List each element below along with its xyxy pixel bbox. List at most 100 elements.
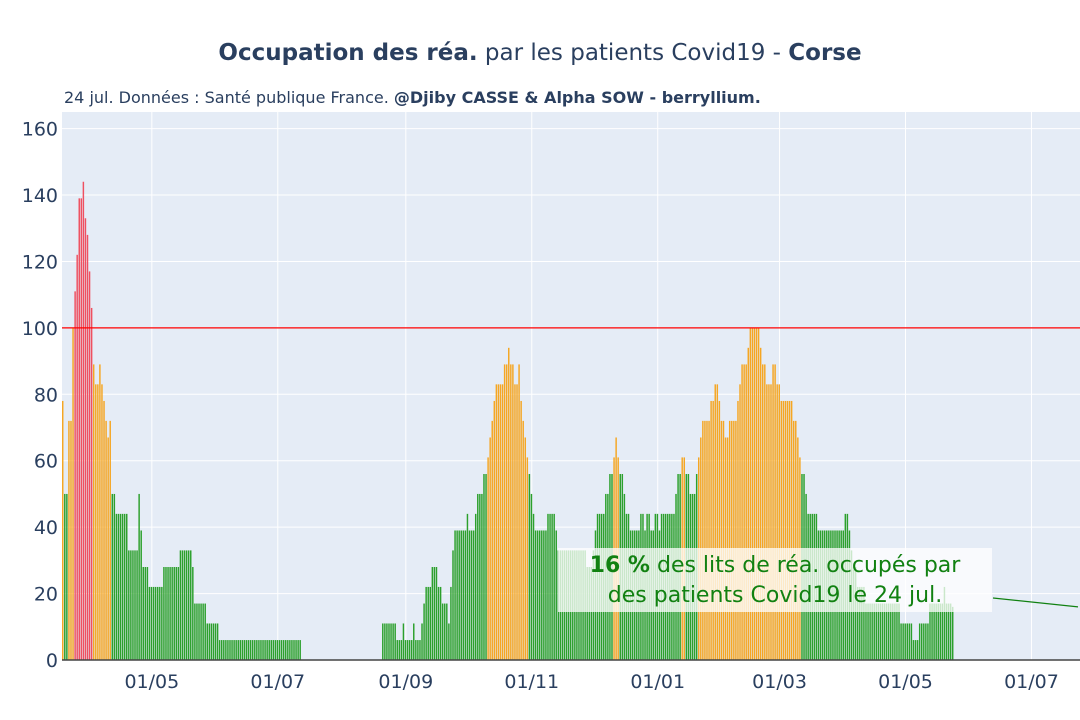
x-tick-label: 01/07: [250, 671, 305, 693]
bar: [951, 606, 954, 660]
bar: [733, 420, 735, 660]
bar: [501, 384, 504, 660]
bar: [266, 640, 268, 660]
bar: [437, 586, 440, 660]
bar: [276, 640, 279, 660]
bar: [483, 474, 485, 660]
bar: [450, 586, 452, 660]
bar: [221, 640, 223, 660]
bar: [111, 493, 114, 660]
bar: [786, 400, 789, 660]
bar: [204, 603, 206, 660]
x-tick-label: 01/11: [504, 671, 559, 693]
bar: [896, 603, 898, 660]
bar: [206, 623, 208, 660]
annotation-line2: des patients Covid19 le 24 jul.: [607, 583, 943, 608]
bar: [532, 513, 535, 660]
bar: [142, 567, 144, 660]
bar: [214, 623, 217, 660]
bar: [202, 603, 204, 660]
bar: [200, 603, 202, 660]
bar: [95, 384, 97, 660]
bar: [520, 400, 522, 660]
bar: [780, 400, 783, 660]
bar: [119, 513, 122, 660]
bar: [466, 513, 469, 660]
bar: [295, 640, 297, 660]
bar: [524, 437, 526, 660]
bar: [429, 586, 432, 660]
bar: [863, 586, 865, 660]
subtitle-authors: @Djiby CASSE & Alpha SOW - berryllium.: [393, 88, 761, 107]
bar: [795, 420, 797, 660]
bar: [784, 400, 787, 660]
bar: [508, 347, 510, 660]
bar: [753, 327, 756, 660]
bar: [282, 640, 285, 660]
bar: [514, 384, 516, 660]
y-tick-label: 40: [34, 517, 58, 539]
bar: [388, 623, 390, 660]
bar: [406, 640, 409, 660]
bar: [933, 603, 935, 660]
y-tick-label: 120: [22, 251, 58, 273]
bar: [745, 364, 747, 660]
bar: [404, 640, 407, 660]
bar: [768, 384, 770, 660]
y-tick-label: 0: [46, 650, 58, 672]
bar: [782, 400, 785, 660]
bar: [163, 567, 165, 660]
bar: [751, 327, 754, 660]
bar: [218, 640, 221, 660]
bar: [937, 603, 939, 660]
bar: [400, 640, 403, 660]
y-tick-label: 60: [34, 451, 58, 473]
bar: [427, 586, 429, 660]
bar: [925, 623, 927, 660]
bar: [530, 493, 533, 660]
bar: [439, 586, 442, 660]
bar: [390, 623, 392, 660]
bar: [894, 603, 896, 660]
bar: [902, 623, 904, 660]
bar: [885, 603, 888, 660]
bar: [62, 400, 64, 660]
bar: [150, 586, 153, 660]
bar: [132, 550, 134, 660]
y-tick-label: 160: [22, 119, 58, 141]
bar: [869, 603, 871, 660]
x-tick-label: 01/07: [1004, 671, 1059, 693]
bar: [425, 586, 427, 660]
bar: [64, 493, 66, 660]
bar: [415, 640, 417, 660]
bar: [929, 603, 931, 660]
bar: [435, 567, 438, 660]
bar: [285, 640, 287, 660]
bar: [454, 530, 456, 660]
bar: [80, 198, 83, 660]
bar: [788, 400, 791, 660]
bar: [766, 384, 768, 660]
bar: [144, 567, 147, 660]
bar: [196, 603, 198, 660]
bar: [117, 513, 120, 660]
bar: [887, 603, 890, 660]
bar: [931, 603, 933, 660]
bar: [737, 400, 739, 660]
bar: [419, 640, 421, 660]
bar: [861, 586, 863, 660]
x-tick-label: 01/03: [752, 671, 807, 693]
bar: [190, 550, 192, 660]
bar: [181, 550, 184, 660]
bar: [881, 603, 884, 660]
bar: [923, 623, 925, 660]
bar: [72, 327, 74, 660]
bar: [227, 640, 229, 660]
bar: [297, 640, 299, 660]
bar: [90, 307, 93, 660]
bar: [396, 640, 398, 660]
bar: [497, 384, 500, 660]
bar: [945, 603, 948, 660]
bar: [260, 640, 262, 660]
